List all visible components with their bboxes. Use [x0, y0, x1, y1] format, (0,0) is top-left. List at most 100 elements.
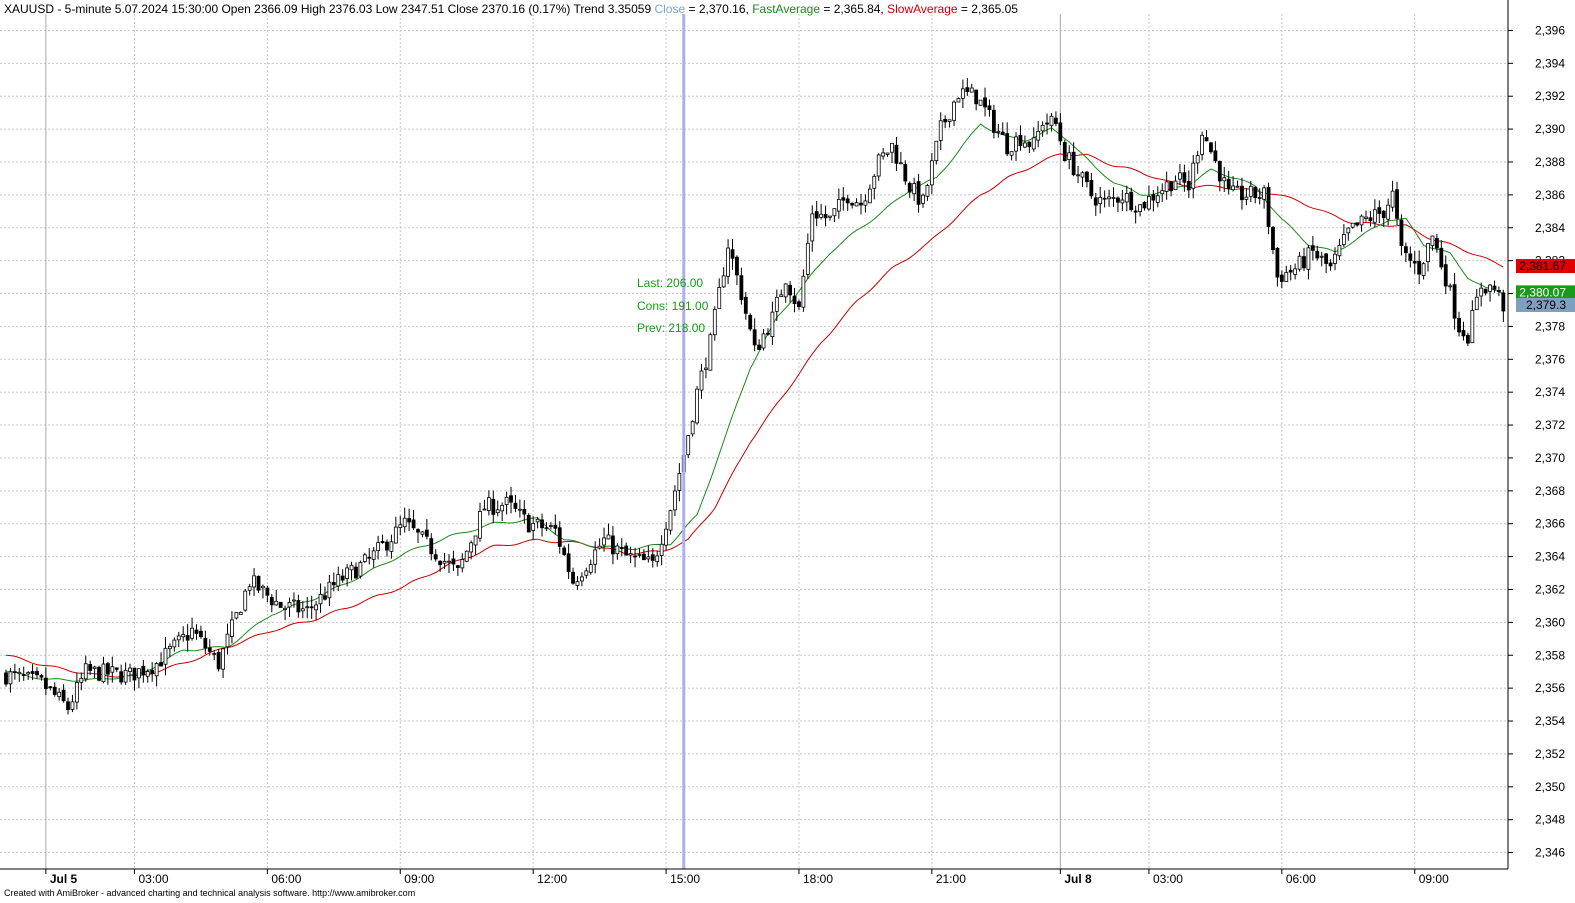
candle-body [1501, 292, 1506, 312]
candle-body [1288, 269, 1293, 273]
candle-body [801, 275, 806, 308]
candle-body [916, 181, 921, 205]
candle-body [57, 691, 62, 698]
candle-body [792, 295, 797, 305]
candle-body [168, 645, 172, 650]
candle-body [305, 606, 310, 609]
candle-body [495, 509, 500, 514]
candle-body [788, 284, 793, 296]
candle-body [1116, 197, 1120, 203]
candle-body [1027, 141, 1032, 147]
candle-body [354, 566, 358, 579]
candle-body [1107, 196, 1111, 200]
candle-body [805, 242, 810, 275]
candle-body [261, 585, 265, 589]
candle-body [1262, 187, 1267, 200]
candle-body [287, 602, 292, 608]
candle-body [110, 666, 115, 673]
header-prefix: XAUUSD - 5-minute 5.07.2024 15:30:00 Ope… [4, 2, 654, 16]
candle-body [26, 672, 31, 675]
annotation-cons: Cons: 191.00 [637, 299, 709, 313]
candle-body [517, 508, 522, 511]
candle-body [867, 188, 872, 204]
candle-body [1448, 285, 1453, 288]
candle-body [274, 600, 279, 606]
candle-body [469, 542, 474, 553]
candle-body [1310, 245, 1315, 251]
candle-body [1421, 263, 1426, 276]
candle-body [1076, 174, 1080, 177]
candle-body [1377, 207, 1382, 214]
candle-body [1089, 180, 1094, 197]
candle-body [1147, 195, 1151, 210]
candle-body [721, 275, 726, 288]
candle-body [194, 629, 199, 634]
candle-body [1408, 253, 1413, 261]
candle-body [1009, 151, 1014, 156]
y-tick-label: 2,388 [1535, 155, 1565, 169]
candle-body [1014, 136, 1018, 152]
candle-body [628, 553, 633, 556]
candle-body [128, 667, 132, 672]
slow-average-tag: 2,381.67 [1519, 259, 1566, 273]
candle-body [1426, 243, 1430, 262]
candle-body [642, 553, 646, 561]
candle-body [1062, 142, 1067, 162]
candle-body [243, 590, 248, 611]
y-tick-label: 2,362 [1535, 582, 1565, 596]
candle-body [1169, 181, 1173, 192]
candle-body [1346, 227, 1351, 234]
candle-body [1483, 288, 1488, 294]
y-tick-label: 2,390 [1535, 122, 1565, 136]
candle-body [761, 333, 766, 349]
candle-body [1457, 318, 1461, 333]
x-tick-label: 03:00 [138, 872, 168, 886]
candle-body [17, 671, 22, 675]
candle-body [934, 140, 939, 162]
candle-body [615, 545, 620, 555]
candle-body [176, 635, 181, 641]
candle-body [907, 182, 912, 193]
candle-body [269, 596, 274, 606]
candle-body [575, 581, 580, 586]
candle-body [1151, 194, 1156, 201]
candle-body [743, 296, 748, 314]
candle-body [1195, 155, 1200, 164]
candle-body [30, 671, 35, 674]
candle-body [1058, 122, 1063, 142]
candle-body [526, 514, 531, 533]
candle-body [726, 247, 730, 277]
candle-body [296, 600, 301, 613]
candle-body [1240, 185, 1244, 201]
candle-body [345, 567, 350, 579]
candle-body [1275, 247, 1280, 278]
candle-body [1297, 255, 1302, 270]
candle-body [1186, 180, 1191, 191]
candle-body [1036, 130, 1041, 141]
candle-body [1067, 152, 1072, 160]
candle-body [1045, 122, 1049, 125]
candle-body [1217, 160, 1222, 182]
candle-body [1337, 245, 1342, 257]
candle-body [1209, 142, 1213, 153]
candle-body [996, 130, 1001, 133]
candle-body [154, 663, 159, 677]
candle-body [1399, 219, 1404, 246]
candle-body [464, 550, 469, 562]
candle-body [1293, 268, 1298, 275]
candle-body [690, 421, 695, 435]
candle-body [1284, 271, 1289, 283]
candle-body [540, 519, 544, 529]
candle-body [885, 152, 890, 155]
candle-body [1191, 162, 1196, 189]
candle-body [438, 560, 443, 566]
y-tick-label: 2,360 [1535, 615, 1565, 629]
candle-body [66, 701, 70, 710]
candle-body [580, 576, 584, 582]
candle-body [593, 549, 598, 565]
candle-body [411, 519, 416, 529]
candle-body [136, 668, 141, 679]
slow-average-tag-bg [1516, 259, 1575, 274]
candle-body [429, 538, 434, 555]
